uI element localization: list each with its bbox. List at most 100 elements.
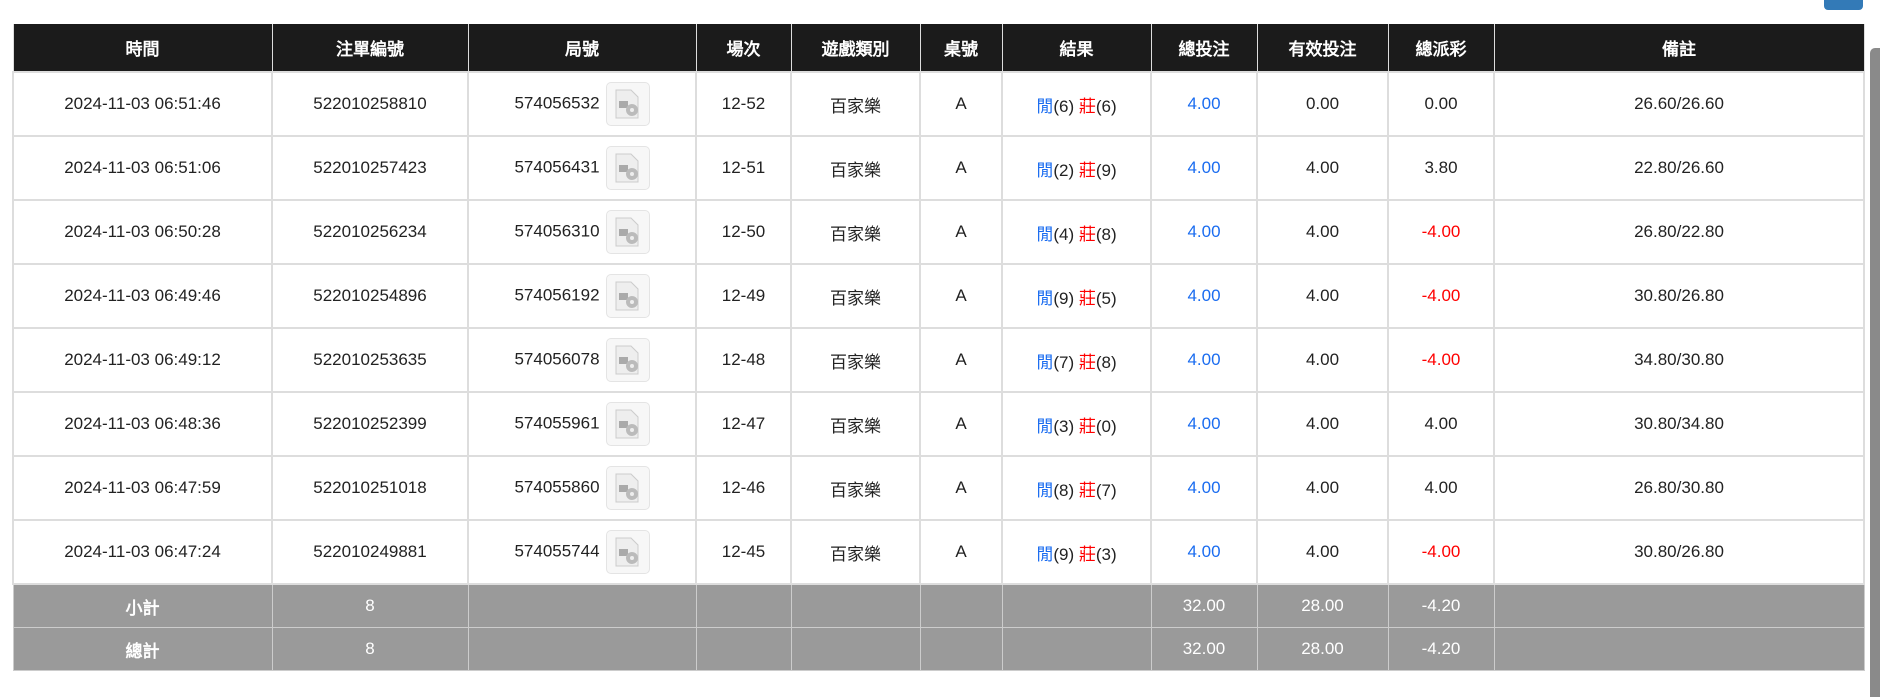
round-number: 574055744 (514, 541, 600, 561)
valid-bet: 4.00 (1256, 135, 1389, 201)
note: 30.80/34.80 (1493, 391, 1865, 457)
payout: -4.00 (1387, 327, 1495, 393)
valid-bet: 4.00 (1256, 519, 1389, 585)
player-label: 閒 (1036, 224, 1054, 244)
bet-time: 2024-11-03 06:51:06 (12, 135, 273, 201)
bet-time: 2024-11-03 06:49:46 (12, 263, 273, 329)
scrollbar[interactable] (1870, 48, 1880, 697)
player-points: (7) (1053, 352, 1075, 372)
table-number: A (919, 455, 1003, 521)
column-header: 備註 (1493, 24, 1865, 73)
banker-points: (3) (1095, 544, 1117, 564)
game-type: 百家樂 (790, 71, 921, 137)
column-header: 場次 (695, 24, 792, 73)
banker-points: (8) (1095, 352, 1117, 372)
result: 閒(3) 莊(0) (1001, 391, 1152, 457)
game-number: 12-49 (695, 263, 792, 329)
bet-id: 522010253635 (271, 327, 469, 393)
banker-label: 莊 (1078, 160, 1096, 180)
video-replay-icon[interactable] (605, 338, 650, 382)
table-header: 時間 注單編號 局號 場次 遊戲類別 桌號 結果 總投注 有效投注 總派彩 備註 (12, 24, 1865, 73)
video-replay-icon[interactable] (605, 466, 650, 510)
payout: 4.00 (1387, 455, 1495, 521)
note: 26.80/30.80 (1493, 455, 1865, 521)
game-type: 百家樂 (790, 199, 921, 265)
game-number: 12-52 (695, 71, 792, 137)
table-row: 2024-11-03 06:49:12 522010253635 5740560… (12, 327, 1865, 393)
payout: -4.00 (1387, 519, 1495, 585)
round-cell: 574055961 (467, 391, 697, 457)
table-row: 2024-11-03 06:51:46 522010258810 5740565… (12, 71, 1865, 137)
player-points: (3) (1053, 416, 1075, 436)
banker-points: (6) (1095, 96, 1117, 116)
column-header: 遊戲類別 (790, 24, 921, 73)
column-header: 有效投注 (1256, 24, 1389, 73)
game-number: 12-51 (695, 135, 792, 201)
footer-row: 小計 8 32.00 28.00 -4.20 (12, 583, 1865, 628)
bet-id: 522010258810 (271, 71, 469, 137)
table-row: 2024-11-03 06:47:24 522010249881 5740557… (12, 519, 1865, 585)
table-number: A (919, 391, 1003, 457)
banker-label: 莊 (1078, 416, 1096, 436)
video-replay-icon[interactable] (605, 82, 650, 126)
footer-valid: 28.00 (1256, 583, 1389, 628)
round-number: 574056078 (514, 349, 600, 369)
footer-count: 8 (271, 627, 469, 671)
table-number: A (919, 199, 1003, 265)
top-action-button[interactable] (1824, 0, 1863, 10)
player-label: 閒 (1036, 288, 1054, 308)
round-cell: 574056310 (467, 199, 697, 265)
table-row: 2024-11-03 06:51:06 522010257423 5740564… (12, 135, 1865, 201)
note: 30.80/26.80 (1493, 519, 1865, 585)
total-bet: 4.00 (1150, 391, 1258, 457)
payout: 3.80 (1387, 135, 1495, 201)
game-type: 百家樂 (790, 519, 921, 585)
video-replay-icon[interactable] (605, 530, 650, 574)
table-number: A (919, 327, 1003, 393)
banker-label: 莊 (1078, 288, 1096, 308)
banker-points: (9) (1095, 160, 1117, 180)
column-header: 總投注 (1150, 24, 1258, 73)
game-number: 12-48 (695, 327, 792, 393)
footer-payout: -4.20 (1387, 583, 1495, 628)
footer-total: 32.00 (1150, 583, 1258, 628)
table-row: 2024-11-03 06:49:46 522010254896 5740561… (12, 263, 1865, 329)
game-type: 百家樂 (790, 327, 921, 393)
total-bet: 4.00 (1150, 199, 1258, 265)
column-header: 桌號 (919, 24, 1003, 73)
note: 26.60/26.60 (1493, 71, 1865, 137)
total-bet: 4.00 (1150, 327, 1258, 393)
player-label: 閒 (1036, 416, 1054, 436)
valid-bet: 4.00 (1256, 327, 1389, 393)
table-row: 2024-11-03 06:50:28 522010256234 5740563… (12, 199, 1865, 265)
bet-time: 2024-11-03 06:49:12 (12, 327, 273, 393)
column-header: 總派彩 (1387, 24, 1495, 73)
round-cell: 574056192 (467, 263, 697, 329)
result: 閒(9) 莊(3) (1001, 519, 1152, 585)
round-cell: 574055860 (467, 455, 697, 521)
column-header: 時間 (12, 24, 273, 73)
result: 閒(9) 莊(5) (1001, 263, 1152, 329)
footer-total: 32.00 (1150, 627, 1258, 671)
video-replay-icon[interactable] (605, 274, 650, 318)
bet-records-table: 時間 注單編號 局號 場次 遊戲類別 桌號 結果 總投注 有效投注 總派彩 備註 2024-11-0… (12, 24, 1865, 671)
payout: -4.00 (1387, 199, 1495, 265)
table-number: A (919, 71, 1003, 137)
banker-points: (0) (1095, 416, 1117, 436)
valid-bet: 4.00 (1256, 263, 1389, 329)
game-type: 百家樂 (790, 455, 921, 521)
player-label: 閒 (1036, 160, 1054, 180)
bet-time: 2024-11-03 06:50:28 (12, 199, 273, 265)
player-points: (9) (1053, 544, 1075, 564)
video-replay-icon[interactable] (605, 146, 650, 190)
video-replay-icon[interactable] (605, 402, 650, 446)
result: 閒(2) 莊(9) (1001, 135, 1152, 201)
player-label: 閒 (1036, 544, 1054, 564)
round-number: 574056192 (514, 285, 600, 305)
round-number: 574056532 (514, 93, 600, 113)
player-label: 閒 (1036, 480, 1054, 500)
video-replay-icon[interactable] (605, 210, 650, 254)
total-bet: 4.00 (1150, 519, 1258, 585)
player-label: 閒 (1036, 352, 1054, 372)
column-header: 局號 (467, 24, 697, 73)
